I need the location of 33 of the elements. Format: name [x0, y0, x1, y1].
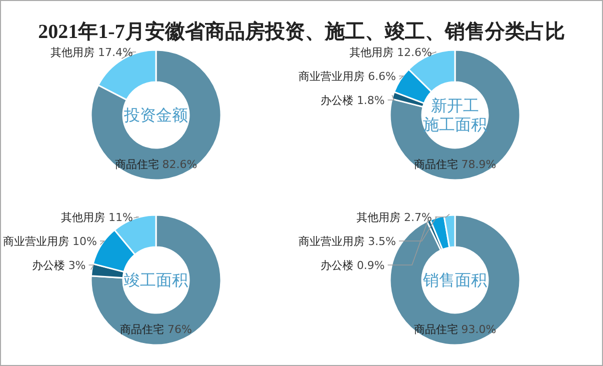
- slice-label: 商品住宅: [120, 323, 168, 336]
- slice-label: 商业营业用房: [298, 70, 368, 83]
- data-label: 11%: [108, 211, 133, 224]
- data-label: 3.5%: [368, 235, 396, 248]
- text: 新开工施工面积: [423, 96, 487, 134]
- data-label: 93.0%: [461, 323, 496, 336]
- data-label: 12.6%: [397, 46, 432, 59]
- slice-label: 商品住宅: [114, 158, 162, 171]
- data-label: 0.9%: [356, 259, 385, 272]
- slice-label: 其他用房: [350, 46, 398, 59]
- slice-label: 商业营业用房: [3, 235, 73, 248]
- data-label: 1.8%: [356, 94, 385, 107]
- data-label: 6.6%: [368, 70, 396, 83]
- slice-label: 办公楼: [320, 94, 357, 107]
- text: 投资金额: [123, 106, 188, 125]
- data-label: 78.9%: [461, 158, 496, 171]
- slice-label: 其他用房: [50, 46, 98, 59]
- slice-label: 办公楼: [32, 259, 68, 272]
- data-label: 17.4%: [98, 46, 133, 59]
- text: 竣工面积: [124, 270, 188, 290]
- slice-label: 商品住宅: [414, 158, 462, 171]
- data-label: 2.7%: [404, 211, 432, 224]
- data-label: 76%: [168, 323, 192, 336]
- text: 2021年1-7月安徽省商品房投资、施工、竣工、销售分类占比: [38, 20, 565, 43]
- text: 销售面积: [422, 270, 487, 290]
- slice-label: 办公楼: [320, 259, 357, 272]
- slice-label: 商业营业用房: [298, 235, 368, 248]
- slice-label: 其他用房: [61, 211, 109, 224]
- slice-label: 其他用房: [356, 211, 404, 224]
- data-label: 10%: [72, 235, 97, 248]
- slice-label: 商品住宅: [414, 323, 462, 336]
- data-label: 3%: [68, 259, 86, 272]
- data-label: 82.6%: [162, 158, 198, 171]
